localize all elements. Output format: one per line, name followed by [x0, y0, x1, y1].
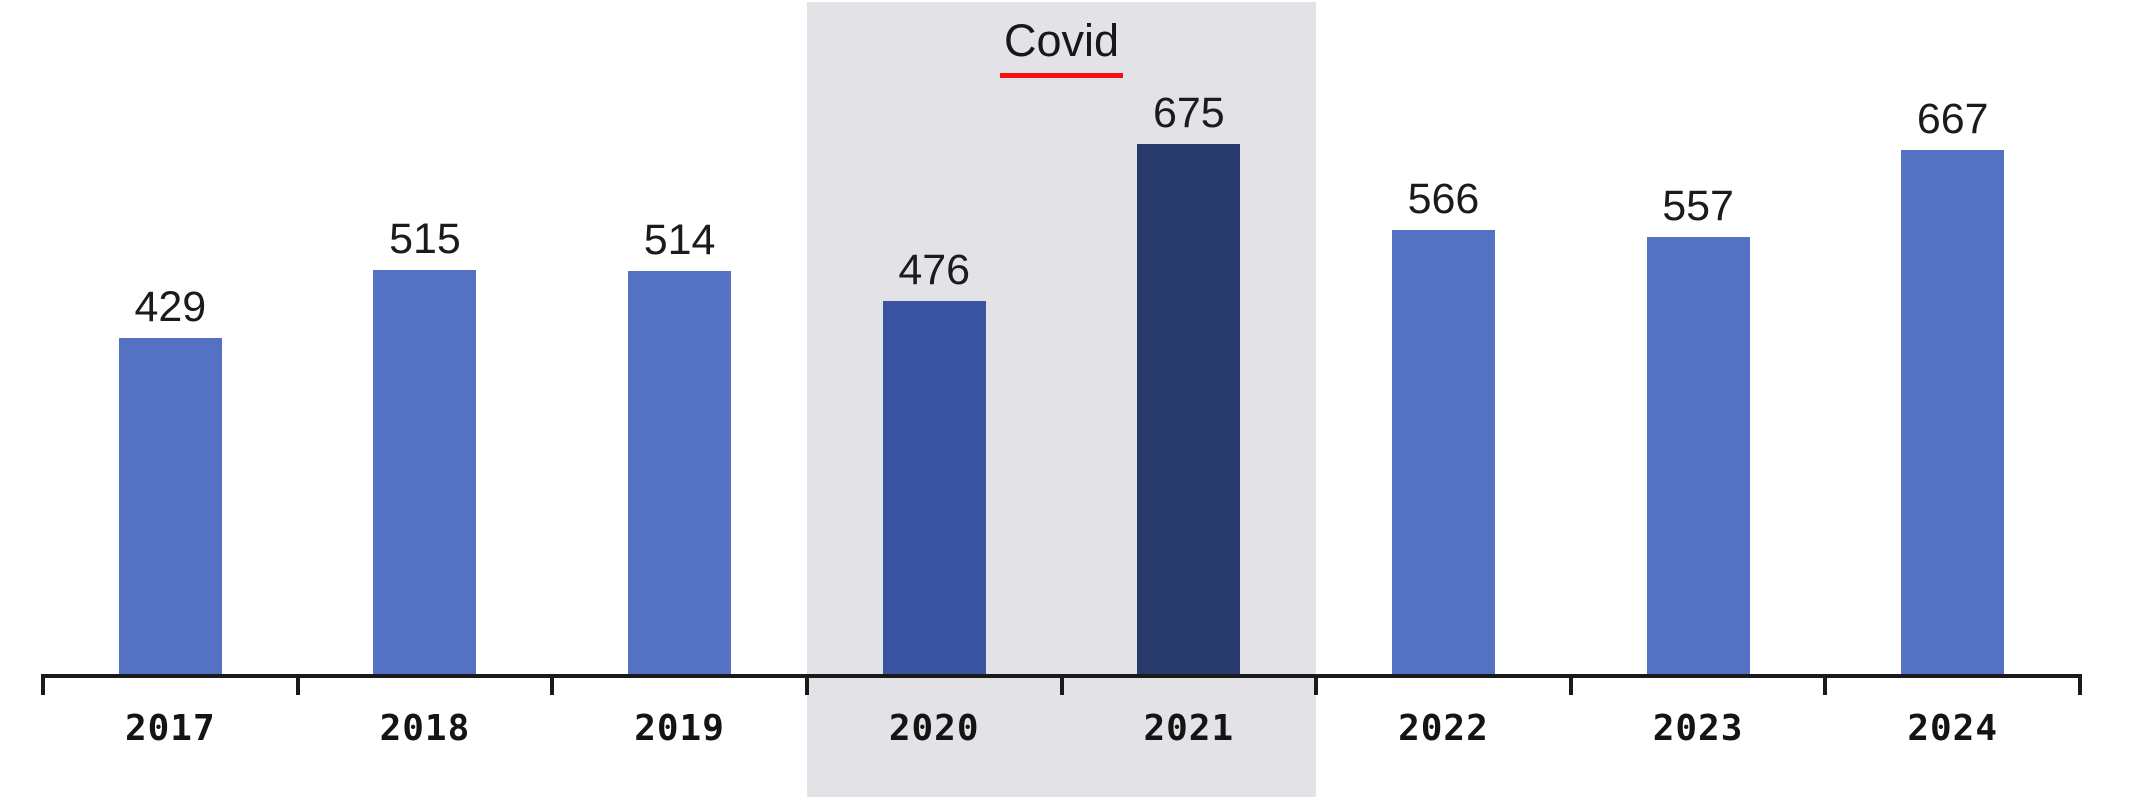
- covid-annotation: Covid: [807, 16, 1316, 78]
- year-label-2022: 2022: [1398, 708, 1489, 749]
- axis-tick: [804, 674, 809, 695]
- value-label-2024: 667: [1916, 95, 1989, 143]
- year-label-2021: 2021: [1143, 708, 1235, 749]
- bar-2018: [373, 270, 477, 675]
- axis-tick: [550, 674, 555, 695]
- year-label-2018: 2018: [379, 708, 471, 749]
- bar-2020: [882, 301, 986, 675]
- bar-2022: [1391, 230, 1495, 675]
- bar-2024: [1901, 150, 2005, 675]
- bar-2019: [628, 271, 732, 675]
- value-label-2023: 557: [1662, 182, 1734, 230]
- axis-tick: [1568, 674, 1573, 695]
- bar-2021: [1137, 144, 1241, 675]
- value-label-2022: 566: [1407, 175, 1480, 223]
- axis-tick: [295, 674, 300, 695]
- axis-tick: [2078, 674, 2082, 695]
- value-label-2018: 515: [389, 215, 461, 263]
- year-label-2020: 2020: [888, 708, 980, 749]
- value-label-2021: 675: [1152, 89, 1225, 137]
- value-label-2020: 476: [898, 246, 971, 294]
- bar-2023: [1646, 237, 1750, 675]
- axis-tick: [1823, 674, 1828, 695]
- value-label-2019: 514: [643, 216, 716, 264]
- covid-annotation-label: Covid: [999, 16, 1124, 78]
- year-label-2024: 2024: [1907, 708, 1999, 749]
- bar-2017: [118, 338, 222, 675]
- year-label-2017: 2017: [124, 708, 216, 749]
- axis-tick: [1314, 674, 1319, 695]
- axis-tick: [41, 674, 45, 695]
- year-label-2019: 2019: [634, 708, 725, 749]
- axis-tick: [1059, 674, 1064, 695]
- year-label-2023: 2023: [1652, 708, 1744, 749]
- value-label-2017: 429: [134, 283, 207, 331]
